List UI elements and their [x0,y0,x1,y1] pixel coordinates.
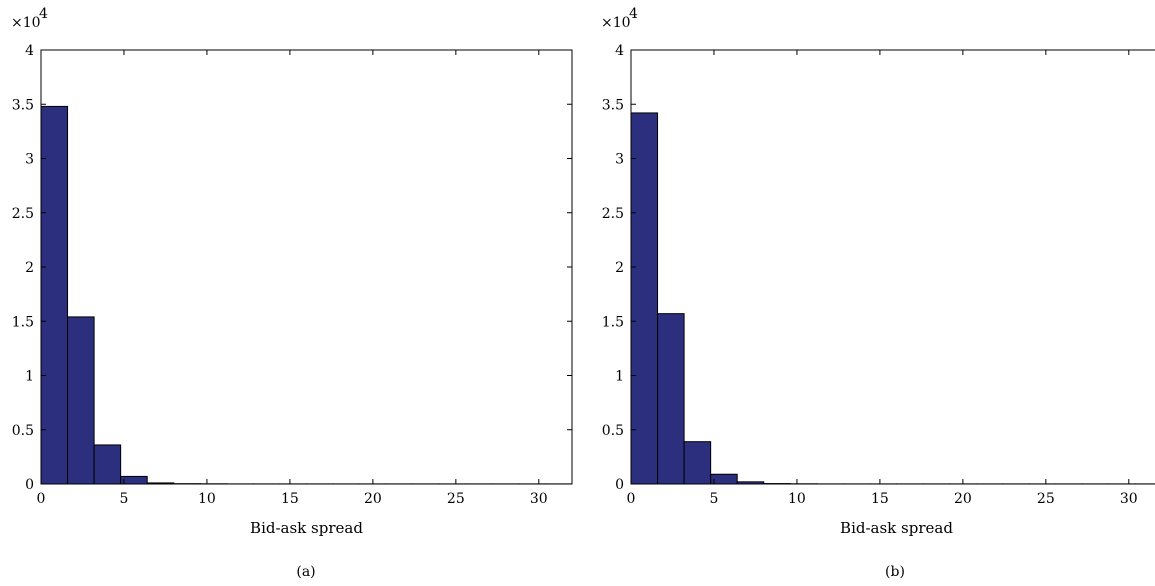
x-tick-label: 0 [37,491,46,507]
x-tick-label: 30 [1120,491,1138,507]
y-tick-label: 4 [25,43,34,59]
x-axis-label: Bid-ask spread [250,519,363,537]
y-exponent-label: ×10 [601,15,631,31]
x-tick-label: 10 [788,491,806,507]
histogram-bar [710,473,738,485]
y-tick-label: 0 [615,477,624,493]
y-tick-label: 3.5 [12,97,34,113]
y-tick-label: 2 [615,260,624,276]
histogram-bar [683,441,712,485]
panel-caption: (a) [296,564,315,580]
histogram-bar [93,444,122,485]
y-tick-label: 1 [25,369,34,385]
y-tick-label: 0.5 [12,423,34,439]
y-tick-label: 2.5 [12,206,34,222]
y-tick-label: 2.5 [602,206,624,222]
x-tick-label: 25 [1037,491,1055,507]
y-tick-label: 4 [615,43,624,59]
x-tick-label: 5 [710,491,719,507]
y-tick-label: 2 [25,260,34,276]
chart-panel-a: 0 5 10 15 20 25 3000.511.522.533.54×104Bid-ask… [11,6,573,580]
y-exponent-power: 4 [39,6,48,22]
x-tick-label: 25 [447,491,465,507]
x-tick-label: 20 [364,491,382,507]
axes-frame [40,49,573,485]
x-tick-label: 5 [120,491,129,507]
y-tick-label: 3.5 [602,97,624,113]
x-tick-label: 15 [871,491,889,507]
x-tick-label: 30 [530,491,548,507]
y-tick-label: 3 [25,152,34,168]
histogram-bar [630,112,659,485]
x-tick-label: 15 [281,491,299,507]
chart-panel-b: 0 5 10 15 20 25 3000.511.522.533.54×104Bid-ask… [601,6,1155,580]
histogram-bar [67,316,95,485]
y-tick-label: 0 [25,477,34,493]
y-tick-label: 0.5 [602,423,624,439]
x-tick-label: 10 [198,491,216,507]
y-tick-label: 1.5 [12,314,34,330]
y-exponent-label: ×10 [11,15,41,31]
y-tick-label: 1 [615,369,624,385]
panel-caption: (b) [885,564,905,580]
x-tick-label: 0 [627,491,636,507]
histogram-bar [657,313,685,485]
y-tick-label: 3 [615,152,624,168]
x-tick-label: 20 [954,491,972,507]
histogram-bar [40,105,69,485]
y-exponent-power: 4 [629,6,638,22]
x-axis-label: Bid-ask spread [840,519,953,537]
axes-frame [630,49,1155,485]
y-tick-label: 1.5 [602,314,624,330]
histogram-bar [120,475,148,485]
